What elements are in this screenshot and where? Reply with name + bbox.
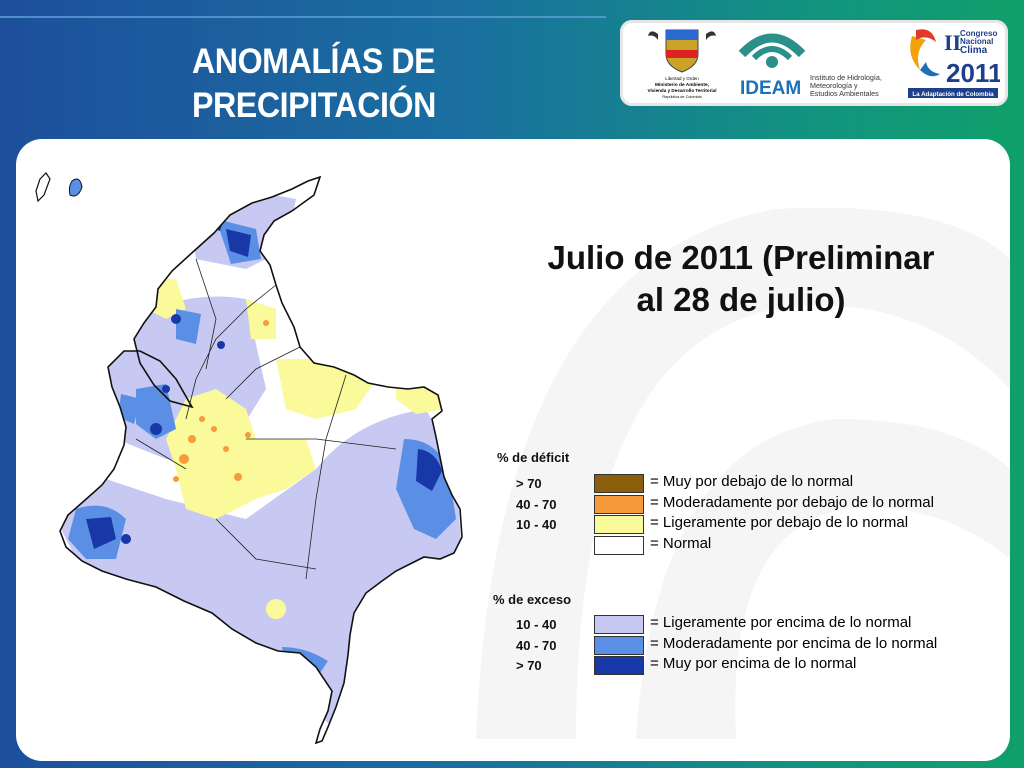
congreso-year: 2011 — [946, 58, 1000, 88]
legend-deficit-swatch — [594, 535, 644, 555]
title-line-1: ANOMALÍAS DE — [192, 42, 436, 81]
legend-excess-label: = Muy por encima de lo normal — [650, 655, 857, 672]
legend-deficit-swatch — [594, 474, 644, 493]
legend-deficit-label: = Normal — [650, 534, 712, 552]
legend-excess-swatch — [594, 635, 644, 655]
logo-banner: Libertad y Orden Ministerio de Ambiente,… — [620, 20, 1008, 106]
legend-excess-label: = Ligeramente por encima de lo normal — [650, 614, 912, 631]
page-title: ANOMALÍAS DE PRECIPITACIÓN — [192, 40, 459, 128]
legend-deficit-range: > 70 — [516, 476, 542, 491]
congreso-line-1: Congreso — [960, 29, 997, 38]
legend-excess-range: 40 - 70 — [516, 637, 557, 653]
congreso-line-3: Clima — [960, 45, 988, 56]
legend-deficit-label: = Ligeramente por debajo de lo normal — [650, 514, 909, 531]
legend-excess-swatch — [594, 615, 644, 634]
map-subtitle: Julio de 2011 (Preliminar al 28 de julio… — [506, 237, 976, 321]
legend-deficit-label: = Muy por debajo de lo normal — [650, 473, 854, 490]
legend-deficit-label: = Moderadamente por debajo de lo normal — [650, 493, 934, 511]
congreso-tagline: La Adaptación de Colombia — [912, 91, 994, 98]
map-panel: Julio de 2011 (Preliminar al 28 de julio… — [16, 139, 1010, 761]
ministry-line-3: Vivienda y Desarrollo Territorial — [647, 88, 716, 93]
congreso-line-2: Nacional — [960, 37, 993, 46]
colombia-coat-of-arms-logo: Libertad y Orden Ministerio de Ambiente,… — [647, 29, 717, 99]
title-line-2: PRECIPITACIÓN — [192, 86, 436, 125]
legend-excess-header: % de exceso — [493, 592, 572, 607]
legend-deficit-swatch — [594, 494, 644, 514]
ideam-line-2: Meteorología y — [810, 81, 858, 90]
congreso-clima-logo: II Congreso Nacional Clima 2011 La Adapt… — [908, 29, 1000, 98]
ideam-acronym: IDEAM — [740, 78, 801, 99]
legend-deficit-range: 40 - 70 — [516, 496, 557, 512]
ideam-line-1: Instituto de Hidrología, — [810, 73, 882, 82]
ministry-line-1: Libertad y Orden — [665, 76, 699, 81]
ideam-watermark-icon — [476, 207, 1010, 740]
legend-deficit-swatch — [594, 515, 644, 534]
congreso-numeral: II — [944, 30, 961, 55]
legend-excess-range: > 70 — [516, 658, 542, 673]
subtitle-line-2: al 28 de julio) — [636, 281, 846, 318]
ministry-line-4: República de Colombia — [662, 95, 702, 99]
legend-deficit-header: % de déficit — [497, 450, 570, 465]
colombia-precipitation-map — [35, 172, 463, 745]
header-rule — [0, 16, 606, 18]
subtitle-line-1: Julio de 2011 (Preliminar — [547, 239, 935, 276]
legend-excess-label: = Moderadamente por encima de lo normal — [650, 634, 938, 652]
legend-excess-swatch — [594, 656, 644, 675]
legend-deficit-range: 10 - 40 — [516, 517, 557, 532]
ministry-line-2: Ministerio de Ambiente, — [655, 82, 710, 88]
ideam-line-3: Estudios Ambientales — [810, 89, 879, 98]
legend-excess-range: 10 - 40 — [516, 617, 557, 632]
ideam-logo: IDEAM Instituto de Hidrología, Meteorolo… — [738, 33, 882, 99]
